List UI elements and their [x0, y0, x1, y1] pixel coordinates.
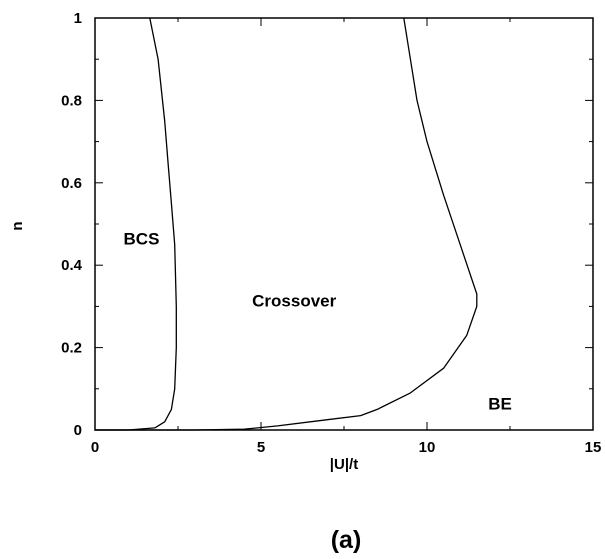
x-axis-label: |U|/t — [330, 456, 358, 473]
ticks-layer: 0 5 10 15 0 0.2 0.4 0.6 0.8 1 — [61, 10, 601, 456]
region-label: BE — [488, 394, 512, 413]
crossover-be-boundary — [95, 17, 478, 431]
x-tick-label: 5 — [257, 439, 265, 456]
y-tick-label: 1 — [74, 10, 82, 27]
lines-layer — [95, 17, 478, 431]
y-tick-label: 0.2 — [61, 340, 82, 357]
region-label: Crossover — [252, 291, 336, 310]
labels-layer: BCS Crossover BE — [124, 230, 512, 414]
region-label: BCS — [124, 230, 160, 249]
y-axis-label: n — [9, 221, 26, 230]
y-tick-label: 0.8 — [61, 92, 82, 109]
y-tick-label: 0.4 — [61, 257, 83, 274]
x-tick-label: 10 — [419, 439, 436, 456]
bcs-crossover-boundary — [95, 17, 177, 431]
y-tick-label: 0 — [74, 422, 82, 439]
figure-caption: (a) — [331, 526, 362, 554]
y-tick-label: 0.6 — [61, 175, 82, 192]
x-tick-label: 15 — [585, 439, 602, 456]
x-tick-label: 0 — [91, 439, 99, 456]
plot-frame — [94, 17, 594, 431]
